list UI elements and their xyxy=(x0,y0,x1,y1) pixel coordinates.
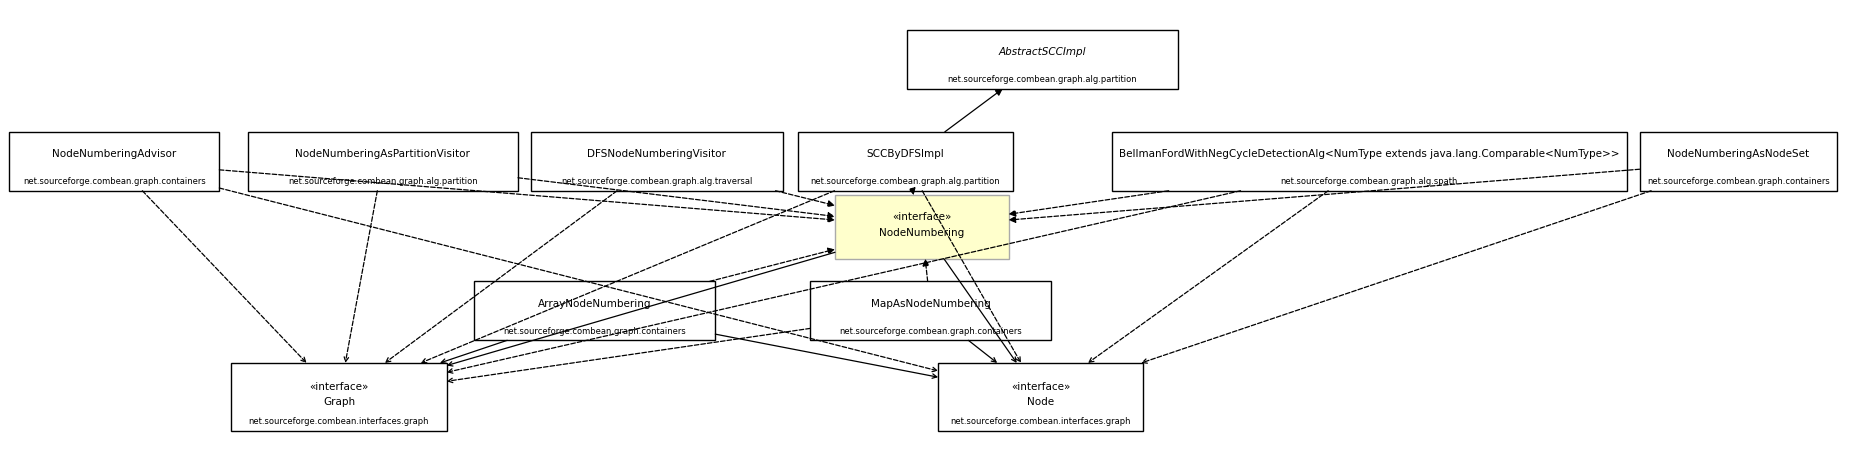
Text: net.sourceforge.combean.graph.alg.partition: net.sourceforge.combean.graph.alg.partit… xyxy=(810,177,1001,186)
Text: net.sourceforge.combean.interfaces.graph: net.sourceforge.combean.interfaces.graph xyxy=(951,417,1130,425)
Text: net.sourceforge.combean.graph.containers: net.sourceforge.combean.graph.containers xyxy=(1647,177,1829,186)
Text: DFSNodeNumberingVisitor: DFSNodeNumberingVisitor xyxy=(587,149,726,159)
Text: Graph: Graph xyxy=(322,397,356,407)
Text: net.sourceforge.combean.graph.containers: net.sourceforge.combean.graph.containers xyxy=(839,326,1023,335)
FancyBboxPatch shape xyxy=(938,363,1143,431)
Text: net.sourceforge.combean.graph.alg.spath: net.sourceforge.combean.graph.alg.spath xyxy=(1280,177,1458,186)
Text: net.sourceforge.combean.graph.containers: net.sourceforge.combean.graph.containers xyxy=(22,177,206,186)
Text: net.sourceforge.combean.interfaces.graph: net.sourceforge.combean.interfaces.graph xyxy=(248,417,430,425)
FancyBboxPatch shape xyxy=(474,282,715,340)
FancyBboxPatch shape xyxy=(908,31,1177,90)
Text: SCCByDFSImpl: SCCByDFSImpl xyxy=(867,149,945,159)
Text: MapAsNodeNumbering: MapAsNodeNumbering xyxy=(871,298,991,308)
Text: NodeNumberingAsPartitionVisitor: NodeNumberingAsPartitionVisitor xyxy=(295,149,471,159)
FancyBboxPatch shape xyxy=(810,282,1051,340)
Text: «interface»: «interface» xyxy=(309,381,369,391)
FancyBboxPatch shape xyxy=(797,132,1014,191)
Text: Node: Node xyxy=(1027,397,1054,407)
Text: AbstractSCCImpl: AbstractSCCImpl xyxy=(999,47,1086,57)
Text: NodeNumbering: NodeNumbering xyxy=(878,227,964,237)
Text: net.sourceforge.combean.graph.alg.traversal: net.sourceforge.combean.graph.alg.traver… xyxy=(561,177,752,186)
FancyBboxPatch shape xyxy=(1640,132,1836,191)
Text: NodeNumberingAdvisor: NodeNumberingAdvisor xyxy=(52,149,176,159)
FancyBboxPatch shape xyxy=(248,132,519,191)
Text: net.sourceforge.combean.graph.alg.partition: net.sourceforge.combean.graph.alg.partit… xyxy=(287,177,478,186)
FancyBboxPatch shape xyxy=(9,132,219,191)
Text: NodeNumberingAsNodeSet: NodeNumberingAsNodeSet xyxy=(1668,149,1809,159)
Text: BellmanFordWithNegCycleDetectionAlg<NumType extends java.lang.Comparable<NumType: BellmanFordWithNegCycleDetectionAlg<NumT… xyxy=(1119,149,1620,159)
Text: «interface»: «interface» xyxy=(1010,381,1071,391)
Text: ArrayNodeNumbering: ArrayNodeNumbering xyxy=(537,298,652,308)
Text: «interface»: «interface» xyxy=(891,211,951,221)
FancyBboxPatch shape xyxy=(232,363,447,431)
FancyBboxPatch shape xyxy=(1112,132,1627,191)
FancyBboxPatch shape xyxy=(836,196,1008,259)
Text: net.sourceforge.combean.graph.containers: net.sourceforge.combean.graph.containers xyxy=(504,326,686,335)
FancyBboxPatch shape xyxy=(530,132,784,191)
Text: net.sourceforge.combean.graph.alg.partition: net.sourceforge.combean.graph.alg.partit… xyxy=(947,75,1138,84)
